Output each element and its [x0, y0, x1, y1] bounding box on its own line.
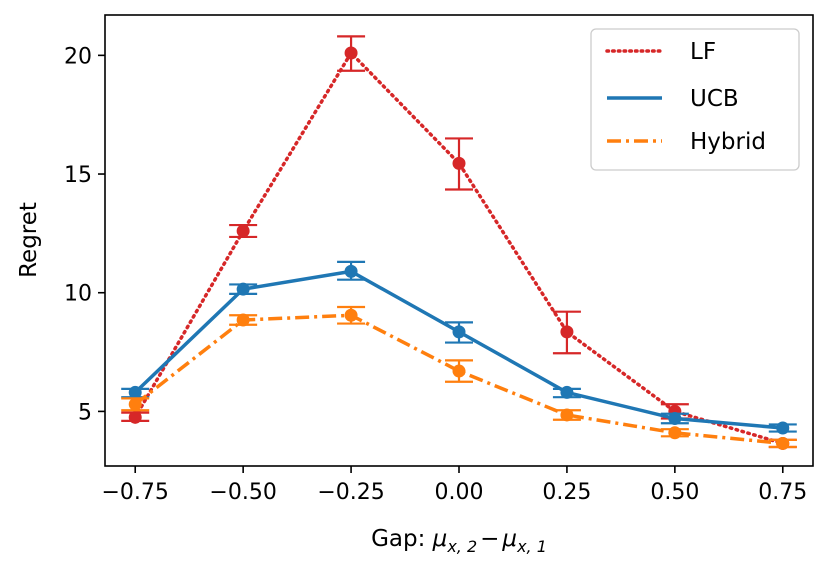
data-point-lf: [128, 410, 142, 424]
x-tick-label: 0.50: [650, 480, 699, 505]
series-lf: [121, 35, 797, 450]
series-ucb: [121, 260, 797, 435]
x-tick-label: 0.00: [435, 480, 484, 505]
x-tick-label: −0.75: [102, 480, 169, 505]
x-tick-label: −0.25: [317, 480, 384, 505]
series-layer: [121, 35, 797, 450]
legend-label-ucb: UCB: [690, 86, 739, 112]
x-tick-label: −0.50: [209, 480, 276, 505]
data-point-hybrid: [560, 408, 574, 422]
data-point-ucb: [668, 412, 682, 426]
x-axis-label-minus: −: [480, 526, 499, 552]
legend-box: [590, 28, 800, 171]
data-point-lf: [452, 156, 466, 170]
data-point-hybrid: [128, 397, 142, 411]
x-axis-label: Gap: μx, 2− μx, 1: [371, 526, 547, 556]
data-point-hybrid: [452, 364, 466, 378]
y-axis-label: Regret: [16, 202, 42, 278]
data-point-lf: [560, 325, 574, 339]
data-point-ucb: [344, 264, 358, 278]
y-axis: 5 10 15 20: [64, 44, 105, 425]
x-axis-label-sub1: x, 1: [516, 537, 547, 556]
data-point-ucb: [776, 421, 790, 435]
data-point-hybrid: [776, 436, 790, 450]
data-point-ucb: [128, 385, 142, 399]
y-tick-label: 20: [64, 44, 92, 69]
data-point-hybrid: [668, 426, 682, 440]
legend: LF UCB Hybrid: [590, 28, 800, 171]
y-tick-label: 5: [78, 400, 92, 425]
x-tick-label: 0.25: [542, 480, 591, 505]
data-point-ucb: [236, 282, 250, 296]
series-hybrid: [121, 305, 797, 450]
x-axis: −0.75 −0.50 −0.25 0.00 0.25 0.50 0.75: [102, 466, 807, 505]
data-point-hybrid: [236, 313, 250, 327]
data-point-lf: [236, 224, 250, 238]
y-tick-label: 15: [64, 163, 92, 188]
x-axis-label-mu: μ: [432, 526, 448, 552]
data-point-lf: [344, 46, 358, 60]
data-point-hybrid: [344, 308, 358, 322]
y-tick-label: 10: [64, 282, 92, 307]
legend-label-hybrid: Hybrid: [690, 129, 766, 155]
legend-label-lf: LF: [690, 39, 716, 65]
x-tick-label: 0.75: [758, 480, 807, 505]
data-point-ucb: [560, 385, 574, 399]
x-axis-label-sub2: x, 2: [446, 537, 477, 556]
x-axis-label-mu: μ: [501, 526, 517, 552]
data-point-ucb: [452, 325, 466, 339]
